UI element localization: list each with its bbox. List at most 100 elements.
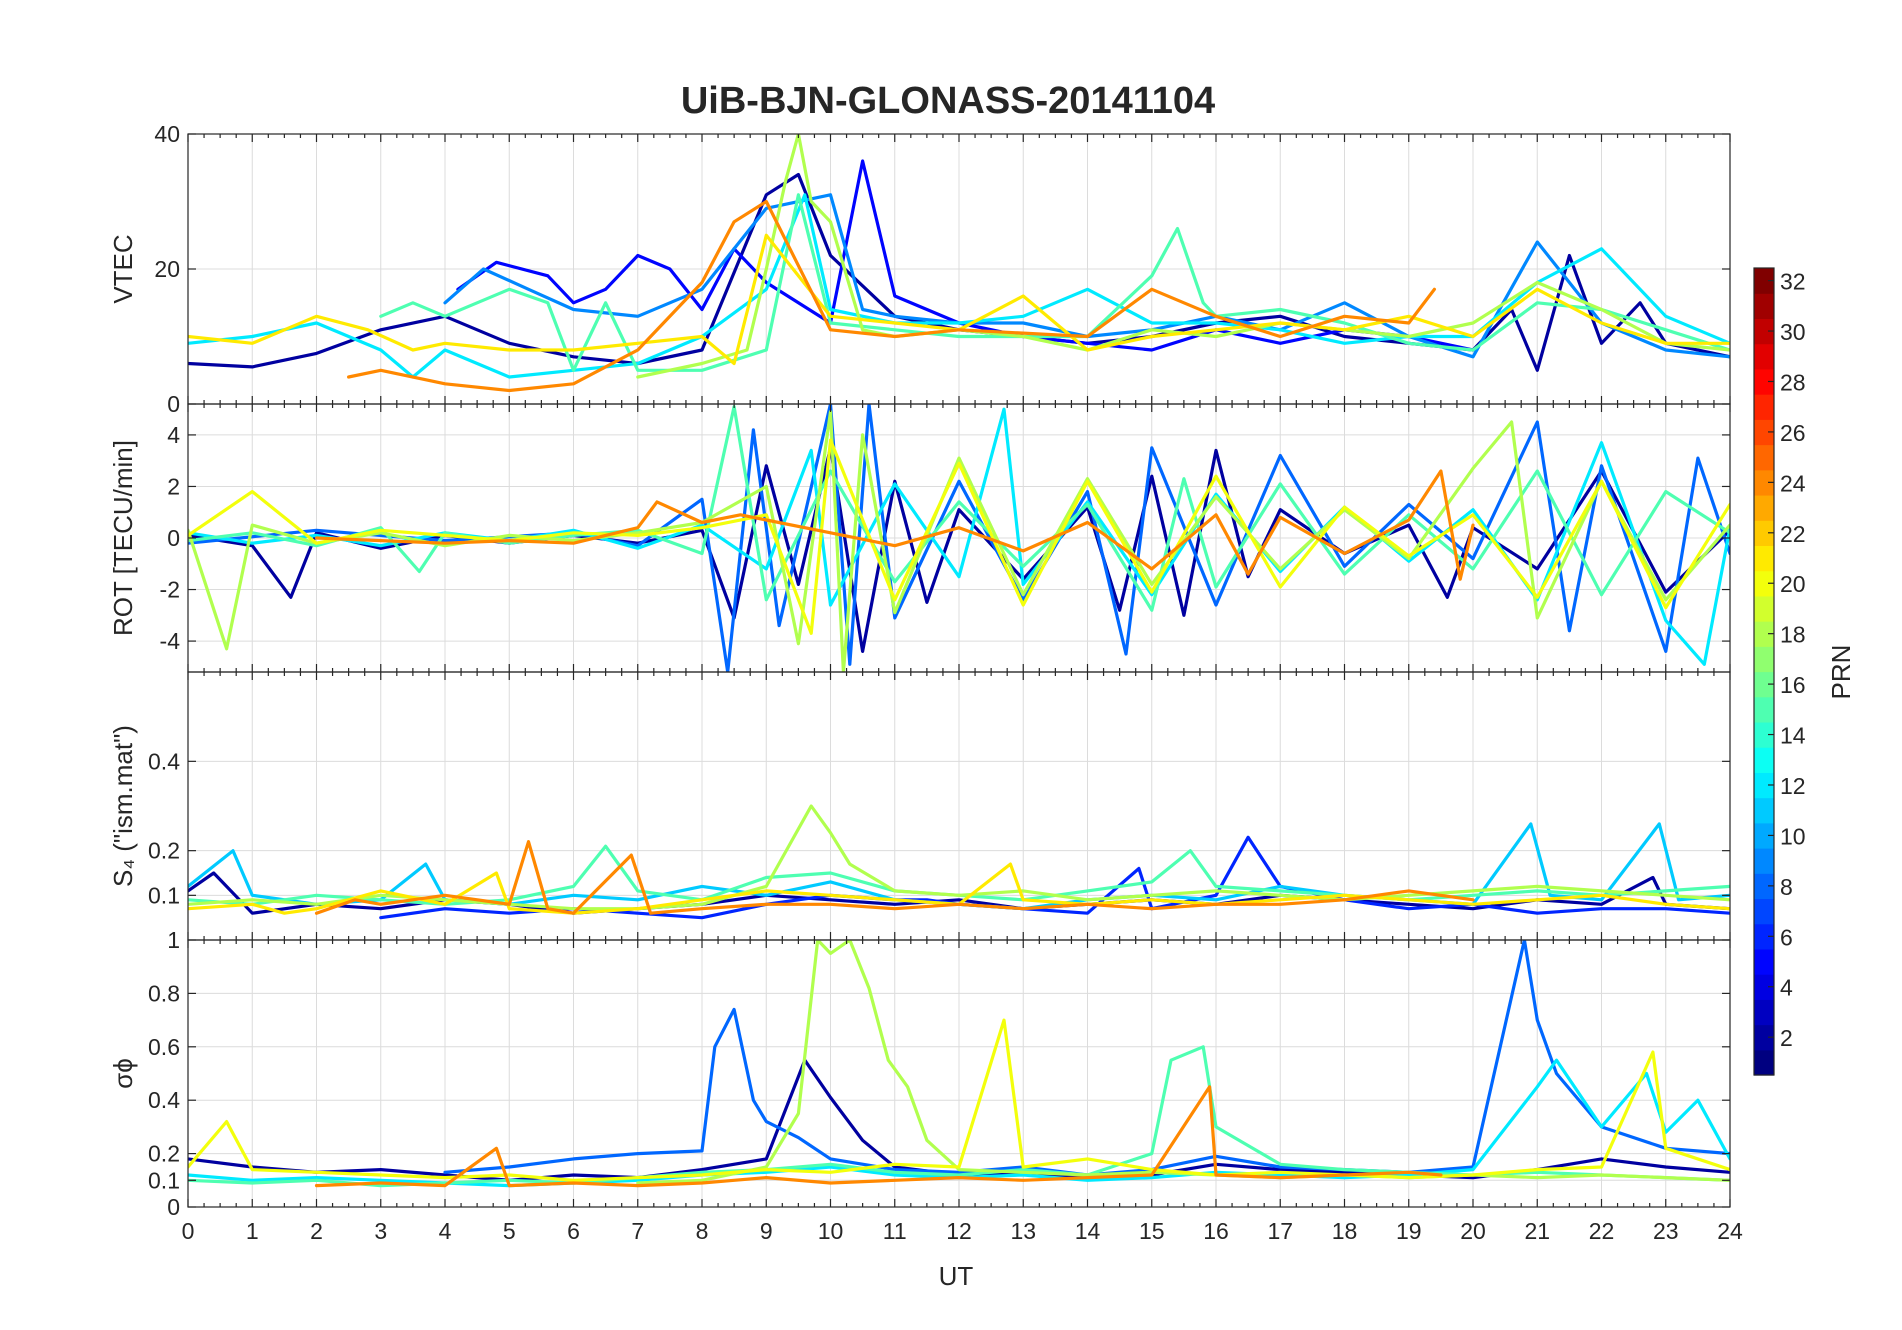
- colorbar-tick-label: 6: [1780, 924, 1793, 950]
- x-tick-label: 5: [503, 1218, 516, 1244]
- colorbar-swatch: [1754, 974, 1774, 1000]
- x-axis-label: UT: [939, 1261, 974, 1291]
- x-tick-label: 11: [883, 1218, 907, 1244]
- x-tick-label: 13: [1010, 1218, 1036, 1244]
- y-tick-label: 0.6: [148, 1034, 180, 1060]
- y-axis-label-sigma_phi: σϕ: [108, 1058, 138, 1089]
- colorbar-swatch: [1754, 343, 1774, 370]
- x-tick-labels: 0 1 2 3 4 5 6 7 8 9 10 11 12 13 14 15 16 17 18 19 20 21 22 23 24: [182, 1218, 1743, 1244]
- panel-sigma_phi: 00.10.2 0.4 0.6 0.8 1 σϕ: [108, 927, 1731, 1220]
- series-prn-5: [456, 159, 1475, 352]
- colorbar-swatch: [1754, 797, 1774, 824]
- colorbar-swatch: [1754, 293, 1774, 320]
- colorbar-frame: [1753, 267, 1775, 1076]
- y-tick-label: 40: [154, 121, 180, 147]
- series-prn-15: [379, 193, 1730, 372]
- colorbar-swatch: [1754, 570, 1774, 597]
- x-tick-label: 21: [1524, 1218, 1550, 1244]
- colorbar-swatch: [1754, 772, 1774, 799]
- series-prn-20: [188, 438, 1730, 635]
- colorbar-tick-label: 14: [1780, 723, 1806, 749]
- colorbar-swatch: [1754, 621, 1774, 647]
- colorbar-tick-label: 10: [1780, 823, 1806, 849]
- y-tick-label: 0.1: [148, 1167, 180, 1193]
- series-prn-15: [188, 1045, 1730, 1188]
- colorbar-tick-label: 24: [1780, 470, 1806, 496]
- panel-rot: -4 -2 0 2 4 ROT [TECU/min]: [108, 403, 1731, 673]
- y-ticks-sigma_phi: 00.10.2 0.4 0.6 0.8 1: [148, 927, 1730, 1220]
- colorbar-tick-label: 18: [1780, 622, 1806, 648]
- colorbar-swatch: [1754, 948, 1774, 975]
- colorbar-tick-label: 16: [1780, 672, 1806, 698]
- colorbar-tick-label: 32: [1780, 269, 1806, 295]
- colorbar-swatch: [1754, 873, 1774, 900]
- panel-s4: 0.1 0.2 0.4 S₄ ("ism.mat"): [108, 671, 1731, 941]
- y-tick-label: 0.2: [148, 838, 180, 864]
- colorbar-swatch: [1754, 848, 1774, 874]
- x-tick-label: 16: [1203, 1218, 1229, 1244]
- colorbar-tick-label: 20: [1780, 571, 1806, 597]
- colorbar-swatch: [1754, 999, 1774, 1026]
- y-axis-label-vtec: VTEC: [108, 234, 138, 303]
- x-tick-label: 2: [310, 1218, 323, 1244]
- colorbar-swatch: [1754, 822, 1774, 849]
- colorbar-swatch: [1754, 923, 1774, 950]
- colorbar-swatch: [1754, 671, 1774, 698]
- colorbar-tick-label: 30: [1780, 319, 1806, 345]
- series-prn-24: [314, 1085, 1443, 1188]
- y-tick-label: 2: [167, 473, 180, 499]
- series-group-sigma_phi: [188, 940, 1730, 1188]
- x-tick-label: 1: [246, 1218, 259, 1244]
- colorbar-swatch: [1754, 318, 1774, 345]
- x-tick-label: 19: [1396, 1218, 1422, 1244]
- colorbar-swatch: [1754, 368, 1774, 395]
- series-prn-9: [443, 193, 1730, 359]
- x-tick-label: 10: [818, 1218, 844, 1244]
- y-tick-label: 4: [167, 422, 180, 448]
- y-tick-label: 0.2: [148, 1141, 180, 1167]
- x-ticks-sigma_phi: [187, 940, 1731, 1207]
- colorbar-tick-label: 28: [1780, 369, 1806, 395]
- y-tick-label: 0.1: [148, 882, 180, 908]
- x-tick-label: 18: [1332, 1218, 1358, 1244]
- x-tick-label: 0: [182, 1218, 195, 1244]
- x-tick-label: 7: [631, 1218, 644, 1244]
- x-tick-label: 6: [567, 1218, 580, 1244]
- x-tick-label: 14: [1075, 1218, 1101, 1244]
- y-axis-label-s4: S₄ ("ism.mat"): [108, 725, 138, 887]
- colorbar-tick-label: 8: [1780, 874, 1793, 900]
- y-tick-label: -2: [160, 577, 180, 603]
- y-tick-label: -4: [160, 628, 181, 654]
- series-prn-15: [188, 405, 1730, 612]
- x-ticks-vtec: [187, 134, 1731, 404]
- chart-title: UiB-BJN-GLONASS-20141104: [681, 80, 1215, 122]
- series-prn-18: [636, 134, 1730, 379]
- colorbar-swatch: [1754, 469, 1774, 496]
- colorbar-label: PRN: [1826, 645, 1856, 700]
- x-tick-label: 3: [374, 1218, 387, 1244]
- y-tick-label: 0: [167, 391, 180, 417]
- colorbar-tick-label: 2: [1780, 1025, 1793, 1051]
- x-ticks-s4: [187, 672, 1731, 940]
- colorbar-swatch: [1754, 419, 1774, 446]
- colorbar-swatch: [1754, 646, 1774, 673]
- colorbar-swatch: [1754, 721, 1774, 748]
- x-tick-label: 23: [1653, 1218, 1679, 1244]
- colorbar-swatch: [1754, 520, 1774, 547]
- x-tick-label: 8: [696, 1218, 709, 1244]
- y-tick-label: 0.4: [148, 748, 180, 774]
- colorbar-tick-label: 26: [1780, 420, 1806, 446]
- y-tick-label: 0.4: [148, 1087, 180, 1113]
- x-tick-label: 24: [1717, 1218, 1743, 1244]
- x-tick-label: 12: [946, 1218, 972, 1244]
- colorbar-swatch: [1754, 898, 1774, 925]
- colorbar-tick-label: 4: [1780, 975, 1793, 1001]
- x-tick-label: 9: [760, 1218, 773, 1244]
- y-ticks-rot: -4 -2 0 2 4: [160, 422, 1730, 654]
- y-tick-label: 20: [154, 256, 180, 282]
- colorbar-tick-label: 12: [1780, 773, 1806, 799]
- colorbar-swatch: [1754, 747, 1774, 773]
